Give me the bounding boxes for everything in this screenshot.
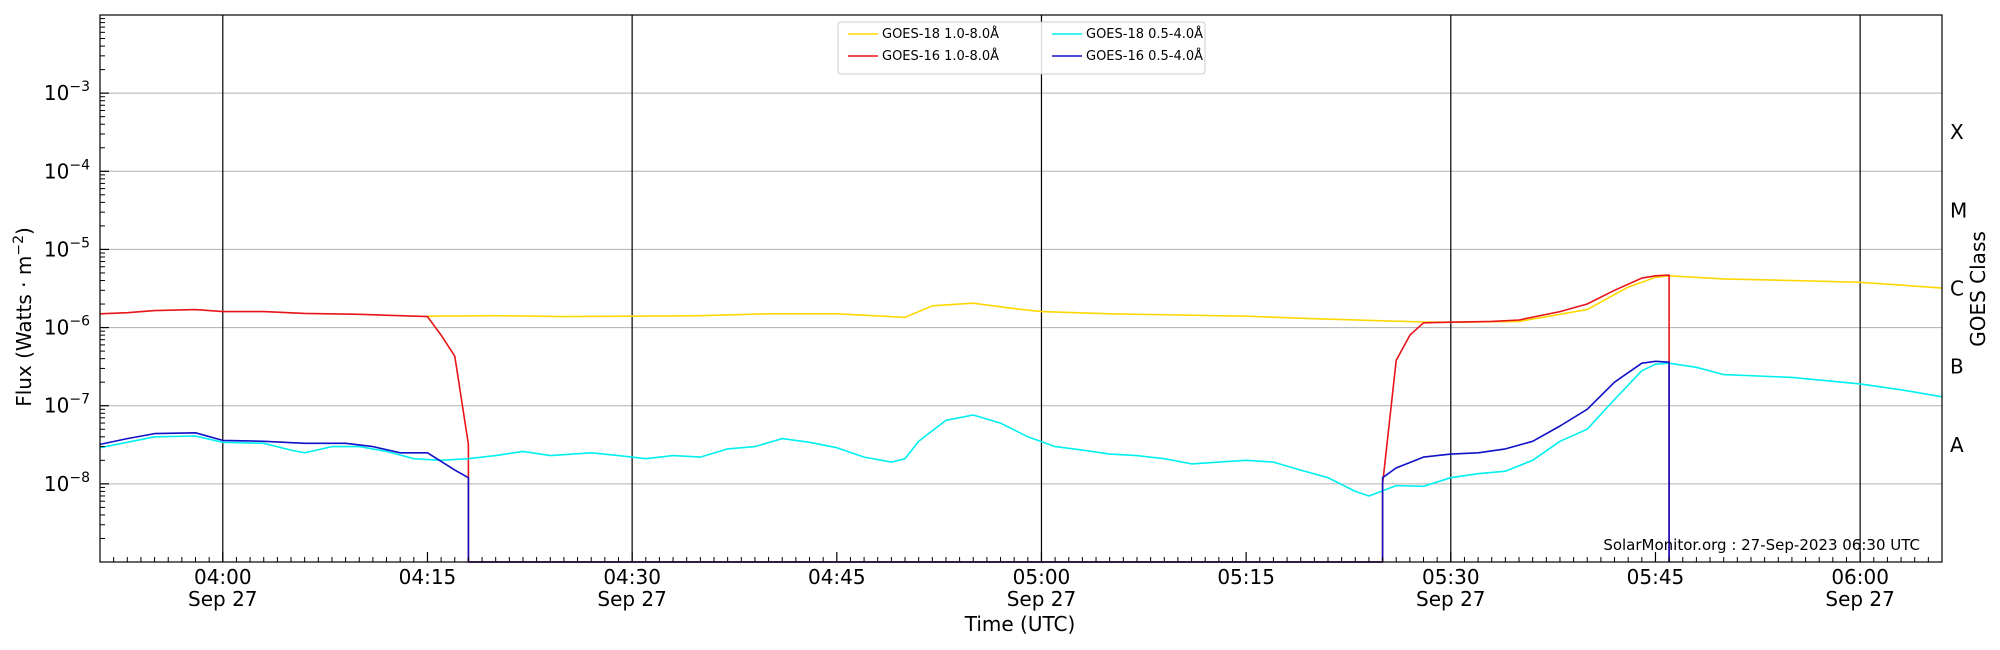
series-line <box>99 274 1670 563</box>
x-tick-time-label: 05:15 <box>1217 565 1275 589</box>
y-tick-label: 10−5 <box>44 235 90 261</box>
series-line <box>427 274 1943 324</box>
x-tick-time-label: 04:15 <box>399 565 457 589</box>
grid <box>100 92 1942 485</box>
x-tick-time-label: 04:00 <box>194 565 252 589</box>
y-tick-base: 10 <box>44 159 69 183</box>
legend-label: GOES-18 0.5-4.0Å <box>1086 26 1203 42</box>
x-tick-date-label: Sep 27 <box>1416 587 1486 611</box>
legend-label: GOES-16 0.5-4.0Å <box>1086 48 1203 64</box>
goes-class-label: M <box>1950 198 1967 222</box>
y-tick-exponent: −4 <box>69 157 90 173</box>
goes-class-label: B <box>1950 355 1964 379</box>
y-tick-exponent: −6 <box>69 314 90 330</box>
legend-label: GOES-18 1.0-8.0Å <box>882 26 999 42</box>
y-tick-label: 10−3 <box>44 79 90 105</box>
y-axis-title: Flux (Watts · m−2) <box>11 227 36 407</box>
legend-box <box>837 21 1206 75</box>
x-tick-date-label: Sep 27 <box>188 587 258 611</box>
x-tick-time-label: 04:45 <box>808 565 866 589</box>
y-tick-base: 10 <box>44 472 69 496</box>
y-tick-exponent: −8 <box>69 470 90 486</box>
goes-class-axis-title: GOES Class <box>1966 231 1990 347</box>
plot-frame <box>99 14 1943 563</box>
x-tick-date-label: Sep 27 <box>1007 587 1077 611</box>
y-axis-title-close: ) <box>12 227 36 235</box>
vertical-hour-lines <box>222 15 1861 562</box>
y-tick-base: 10 <box>44 237 69 261</box>
y-tick-base: 10 <box>44 81 69 105</box>
watermark: SolarMonitor.org : 27-Sep-2023 06:30 UTC <box>1603 536 1920 554</box>
x-tick-time-label: 06:00 <box>1831 565 1889 589</box>
y-tick-exponent: −5 <box>69 235 90 251</box>
x-axis-title: Time (UTC) <box>964 612 1076 636</box>
legend: GOES-18 1.0-8.0Å GOES-16 1.0-8.0Å GOES-18 … <box>837 21 1206 75</box>
legend-label: GOES-16 1.0-8.0Å <box>882 48 999 64</box>
y-axis-title-main: Flux (Watts · m <box>12 256 36 407</box>
y-tick-label: 10−4 <box>44 157 90 183</box>
series-line <box>99 362 1943 497</box>
y-tick-base: 10 <box>44 394 69 418</box>
x-tick-date-label: Sep 27 <box>597 587 667 611</box>
x-tick-time-label: 05:00 <box>1013 565 1071 589</box>
x-tick-time-label: 05:45 <box>1627 565 1685 589</box>
goes-class-label: X <box>1950 120 1964 144</box>
y-axis-title-exponent: −2 <box>11 235 27 256</box>
y-tick-base: 10 <box>44 316 69 340</box>
series-lines <box>99 274 1943 563</box>
y-tick-label: 10−8 <box>44 470 90 496</box>
x-tick-time-label: 05:30 <box>1422 565 1480 589</box>
y-tick-label: 10−7 <box>44 392 90 418</box>
x-tick-date-label: Sep 27 <box>1825 587 1895 611</box>
goes-class-label: A <box>1950 433 1964 457</box>
y-tick-exponent: −3 <box>69 79 90 95</box>
y-tick-exponent: −7 <box>69 392 90 408</box>
y-tick-label: 10−6 <box>44 314 90 340</box>
axis-ticks <box>99 18 1943 562</box>
x-tick-time-label: 04:30 <box>603 565 661 589</box>
goes-class-label: C <box>1950 277 1964 301</box>
